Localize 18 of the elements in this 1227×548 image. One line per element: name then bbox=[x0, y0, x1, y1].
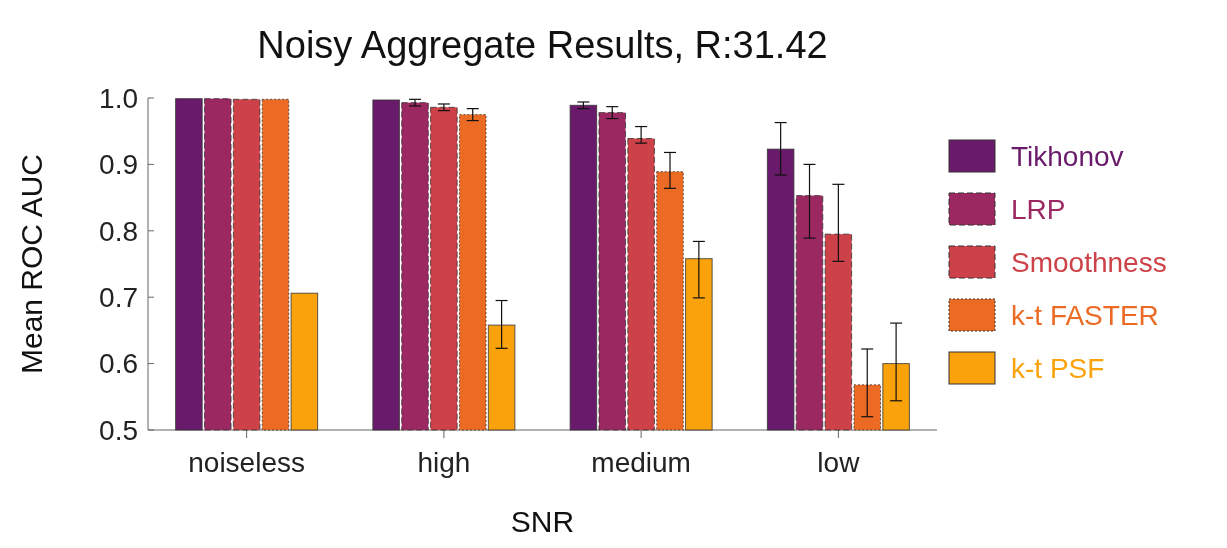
x-tick-label: noiseless bbox=[188, 447, 305, 478]
legend-label: Tikhonov bbox=[1011, 140, 1124, 172]
legend-label: k-t PSF bbox=[1011, 352, 1105, 384]
legend-label: Smoothness bbox=[1011, 246, 1167, 278]
y-tick-label: 0.6 bbox=[99, 348, 138, 380]
x-tick-label: high bbox=[417, 447, 471, 478]
legend-label: k-t FASTER bbox=[1011, 299, 1159, 331]
x-tick-label: medium bbox=[591, 447, 691, 478]
y-tick-label: 0.5 bbox=[99, 414, 138, 446]
chart-title: Noisy Aggregate Results, R:31.42 bbox=[257, 24, 828, 66]
y-tick-label: 0.7 bbox=[99, 282, 138, 313]
y-tick-label: 0.9 bbox=[99, 149, 138, 181]
y-tick-label: 1.0 bbox=[99, 82, 138, 114]
x-tick-label: low bbox=[817, 447, 861, 478]
legend-label: LRP bbox=[1011, 193, 1066, 225]
y-tick-label: 0.8 bbox=[99, 215, 138, 247]
x-axis-title: SNR bbox=[510, 505, 575, 538]
y-axis-title: Mean ROC AUC bbox=[15, 153, 48, 375]
